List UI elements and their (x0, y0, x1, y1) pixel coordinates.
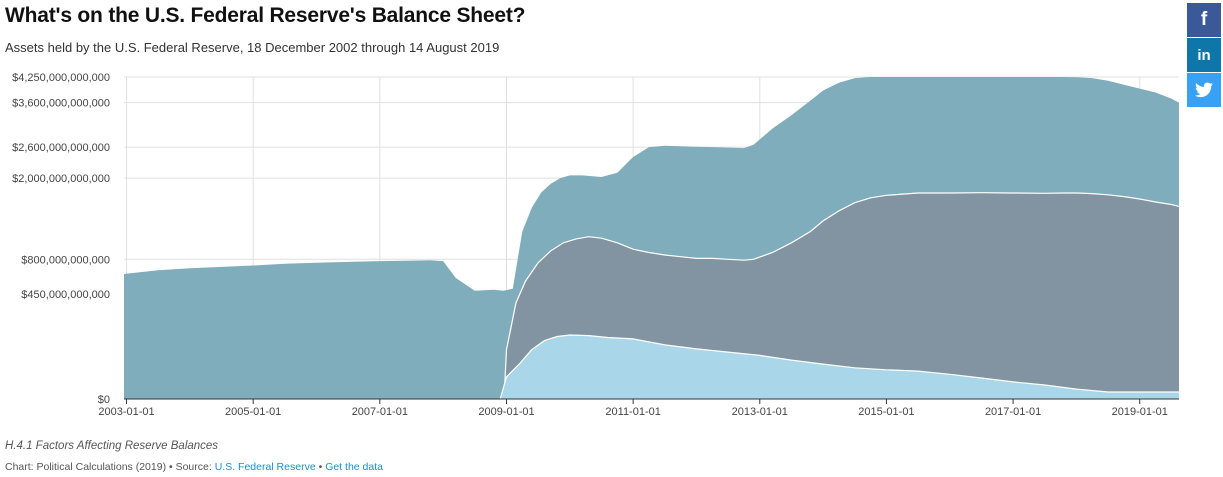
chart-footer: Chart: Political Calculations (2019) • S… (5, 461, 383, 473)
chart-subtitle: Assets held by the U.S. Federal Reserve,… (5, 40, 500, 55)
linkedin-share-button[interactable]: in (1187, 38, 1221, 72)
footer-separator-2: • (315, 461, 326, 473)
facebook-icon: f (1200, 9, 1208, 30)
y-tick-label: $0 (98, 394, 110, 406)
x-tick-label: 2009-01-01 (478, 406, 534, 418)
linkedin-icon: in (1197, 46, 1211, 64)
chart-credit: Chart: Political Calculations (2019) (5, 461, 167, 473)
axes: $0 $450,000,000,000 $800,000,000,000 $2,000… (12, 72, 1179, 418)
x-tick-label: 2019-01-01 (1112, 406, 1168, 418)
x-tick-label: 2011-01-01 (605, 406, 660, 418)
chart-areas (124, 77, 1180, 400)
area-agency (500, 335, 1179, 399)
line-agency (499, 334, 1179, 400)
y-tick-label: $800,000,000,000 (21, 254, 110, 266)
share-bar: f in (1187, 3, 1221, 108)
chart-title: What's on the U.S. Federal Reserve's Bal… (5, 4, 526, 27)
y-tick-label: $2,600,000,000,000 (12, 142, 110, 154)
twitter-icon (1195, 82, 1213, 98)
x-tick-label: 2005-01-01 (225, 406, 281, 418)
source-prefix: Source: (175, 461, 215, 473)
x-tick-label: 2003-01-01 (98, 406, 154, 418)
y-tick-label: $4,250,000,000,000 (12, 72, 110, 84)
y-tick-label: $450,000,000,000 (21, 289, 110, 301)
line-mbs (503, 192, 1180, 400)
y-tick-label: $2,000,000,000,000 (12, 173, 110, 185)
x-tick-label: 2007-01-01 (352, 406, 408, 418)
get-data-link[interactable]: Get the data (325, 461, 383, 473)
footer-separator: • (166, 461, 176, 473)
x-tick-label: 2015-01-01 (858, 406, 914, 418)
x-tick-label: 2013-01-01 (732, 406, 788, 418)
facebook-share-button[interactable]: f (1187, 3, 1221, 37)
x-tick-label: 2017-01-01 (985, 406, 1041, 418)
chart-notes: H.4.1 Factors Affecting Reserve Balances (5, 440, 219, 452)
twitter-share-button[interactable] (1187, 73, 1221, 107)
y-tick-label: $3,600,000,000,000 (12, 98, 110, 110)
source-link[interactable]: U.S. Federal Reserve (214, 461, 316, 473)
